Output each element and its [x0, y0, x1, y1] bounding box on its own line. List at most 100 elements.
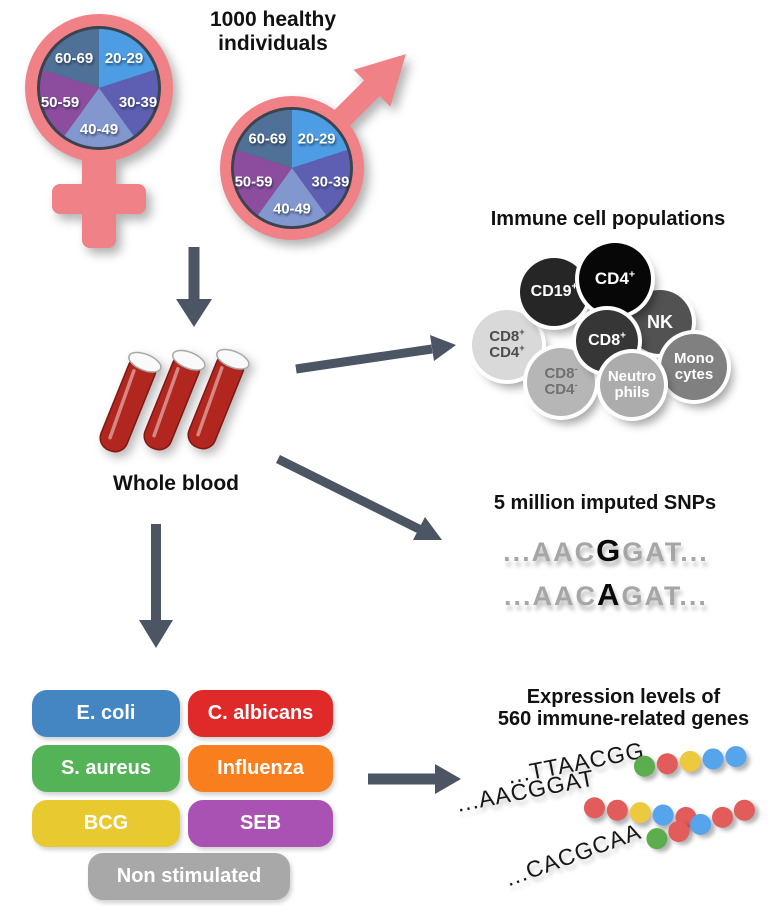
immune-heading: Immune cell populations [490, 208, 726, 230]
blood-tube [187, 348, 250, 450]
arrow-stimuli-to-expression [368, 764, 461, 794]
stimulus-influenza: Influenza [188, 745, 333, 792]
green-expression-dot [643, 825, 671, 852]
stimulus-saureus: S. aureus [32, 745, 180, 792]
cell-label: CD19+ [530, 281, 578, 300]
arrow-head [430, 335, 456, 361]
snp-variant-allele: A [597, 577, 622, 612]
pie-slice-50-59 [40, 69, 99, 136]
stimulus-label: SEB [239, 812, 282, 834]
blood-tubes [99, 348, 250, 453]
yellow-expression-dot [678, 749, 702, 773]
blood-tube [143, 349, 206, 451]
red-expression-dot [731, 796, 758, 824]
pie-label-30-39: 30-39 [312, 175, 350, 191]
red-expression-dot [665, 818, 692, 845]
arrow-head [176, 299, 212, 327]
stimulus-ecoli: E. coli [32, 690, 180, 737]
arrow-shaft [295, 344, 433, 374]
pie-label-60-69: 60-69 [248, 131, 286, 147]
figure-title: 1000 healthy individuals [178, 8, 368, 55]
male-symbol-pie: 20-29 30-39 40-49 50-59 60-69 [220, 54, 406, 240]
snp-prefix: ...AAC [504, 581, 598, 611]
pie-label-30-39: 30-39 [119, 94, 157, 111]
stimulus-bcg: BCG [32, 800, 180, 847]
pie-slice-30-39 [292, 150, 351, 216]
arrow-head [435, 764, 461, 794]
pie-slice-40-49 [64, 88, 134, 147]
tube-highlight [108, 369, 136, 440]
snp-suffix: GAT... [621, 581, 708, 611]
pie-slice-20-29 [99, 29, 156, 88]
red-expression-dot [655, 752, 679, 776]
cell-monocytes: Mono cytes [661, 334, 727, 400]
snp-variant-allele: G [596, 533, 623, 568]
tube-cap [172, 349, 206, 371]
pie-slice-20-29 [292, 109, 348, 168]
stimulus-label: BCG [83, 812, 129, 834]
stimulus-label: E. coli [76, 702, 136, 724]
expression-dots-1 [631, 745, 748, 778]
female-symbol-pie: 20-29 30-39 40-49 50-59 60-69 [25, 14, 173, 248]
pie-slice-50-59 [233, 150, 292, 216]
red-expression-dot [582, 796, 606, 820]
cell-label: Mono cytes [674, 350, 714, 383]
female-symbol-crossbar [52, 184, 146, 214]
tube-highlight [152, 367, 180, 438]
stimulus-non-stimulated: Non stimulated [88, 853, 290, 900]
gene-sequence-3: ...CACGCAA [501, 817, 645, 892]
pie-label-20-29: 20-29 [298, 131, 336, 147]
blood-tube [99, 351, 162, 453]
snp-sequence-alt: ...AACAGAT... [446, 577, 766, 613]
pie-label-40-49: 40-49 [80, 121, 118, 138]
pie-label-20-29: 20-29 [105, 50, 143, 67]
stimulus-seb: SEB [188, 800, 333, 847]
pie-label-60-69: 60-69 [55, 50, 93, 67]
blue-expression-dot [724, 745, 748, 769]
stimulus-label: Non stimulated [116, 865, 262, 887]
figure-title-line1: 1000 healthy [209, 8, 337, 31]
pie-slice-60-69 [42, 29, 99, 88]
figure-title-line2: individuals [218, 31, 328, 55]
cell-cd19pos: CD19+ [520, 258, 588, 326]
arrow-blood-to-cells [295, 335, 456, 374]
cell-label: CD8+ CD4+ [489, 327, 525, 361]
arrow-blood-to-stimuli [139, 524, 173, 648]
expression-heading-line2: 560 immune-related genes [497, 708, 750, 731]
green-expression-dot [632, 754, 656, 778]
blue-expression-dot [687, 811, 714, 838]
tube-highlight [196, 366, 224, 437]
pie-label-40-49: 40-49 [273, 201, 311, 217]
cell-cd4pos: CD4+ [579, 243, 651, 315]
cell-label: Neutro phils [607, 368, 657, 401]
stimulus-label: C. albicans [207, 702, 314, 724]
pie-slice-30-39 [99, 69, 158, 136]
snp-prefix: ...AAC [503, 537, 597, 567]
cell-neutrophils: Neutro phils [600, 353, 664, 417]
red-expression-dot [605, 798, 629, 822]
arrow-head [139, 620, 173, 648]
snps-heading: 5 million imputed SNPs [493, 492, 717, 514]
pie-slice-60-69 [236, 109, 292, 168]
snp-suffix: GAT... [622, 537, 709, 567]
stimulus-calbicans: C. albicans [188, 690, 333, 737]
arrow-blood-to-snps [275, 454, 442, 540]
red-expression-dot [709, 804, 736, 831]
tube-cap [128, 351, 162, 373]
male-arrow-head [353, 54, 406, 107]
expression-heading: Expression levels of 560 immune-related … [478, 686, 769, 731]
cell-label: CD8- CD4- [544, 364, 578, 398]
cell-label: CD8+ [588, 330, 626, 349]
stimulus-label: S. aureus [60, 757, 152, 779]
snp-sequence-ref: ...AACGGAT... [446, 533, 766, 569]
pie-label-50-59: 50-59 [235, 175, 273, 191]
cell-label: CD4+ [594, 268, 636, 289]
whole-blood-label: Whole blood [113, 472, 239, 495]
pie-slice-40-49 [257, 168, 327, 227]
cell-label: NK [647, 311, 673, 332]
expression-heading-line1: Expression levels of [526, 686, 721, 708]
tube-cap [216, 348, 250, 370]
arrow-head [413, 517, 442, 540]
stimulus-label: Influenza [217, 757, 304, 779]
